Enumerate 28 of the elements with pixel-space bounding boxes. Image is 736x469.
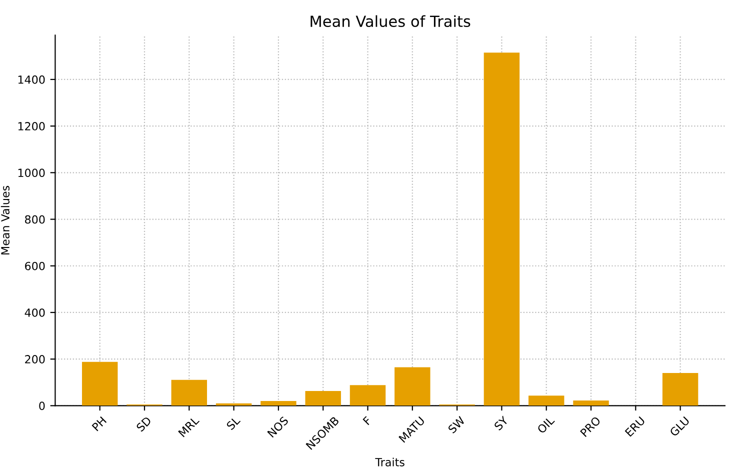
bar [394,367,430,406]
y-tick-label: 1200 [18,122,45,130]
x-tick-label: SW [448,416,466,434]
y-tick-label: 800 [25,215,45,224]
bar [528,396,564,406]
bar [662,373,698,406]
y-tick-label: 1400 [18,75,45,84]
bar [350,385,386,406]
x-tick-label: SD [136,416,152,432]
y-tick-label: 200 [25,355,45,364]
x-tick-label: SY [494,416,509,431]
x-tick-label: PH [92,416,107,432]
bar [82,362,118,406]
x-tick-label: OIL [536,416,556,434]
chart-title: Mean Values of Traits [310,15,470,28]
y-tick-label: 600 [25,262,45,270]
bar [573,400,609,406]
bar [305,391,341,406]
y-tick-label: 1000 [18,168,45,178]
bar [171,380,208,406]
y-tick-label: 0 [39,402,45,410]
bar [484,52,520,406]
bar [260,401,296,406]
x-tick-label: F [362,416,372,426]
y-axis-title: Mean Values [0,186,10,254]
x-axis-title: Traits [375,458,404,466]
y-tick-label: 400 [24,308,45,317]
x-tick-label: SL [226,416,241,430]
